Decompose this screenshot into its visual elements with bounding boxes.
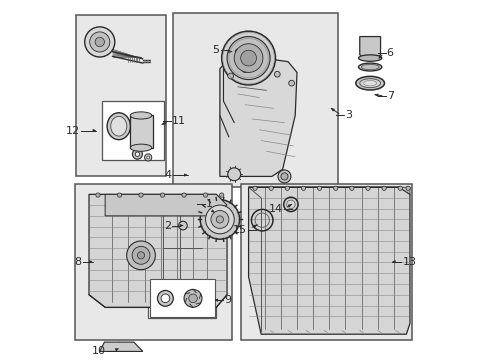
Bar <box>148 277 216 318</box>
Ellipse shape <box>111 116 127 136</box>
Circle shape <box>227 37 270 80</box>
Ellipse shape <box>130 112 152 119</box>
Circle shape <box>90 32 110 52</box>
Circle shape <box>235 49 240 54</box>
Circle shape <box>232 46 244 57</box>
Circle shape <box>147 156 149 159</box>
Bar <box>101 101 164 160</box>
Text: 8: 8 <box>74 257 82 267</box>
Circle shape <box>228 73 234 79</box>
Circle shape <box>189 294 197 303</box>
Text: 15: 15 <box>233 225 247 235</box>
Circle shape <box>241 50 256 66</box>
Circle shape <box>211 211 229 228</box>
Circle shape <box>398 186 402 190</box>
Circle shape <box>301 186 306 190</box>
Circle shape <box>269 186 273 190</box>
Ellipse shape <box>107 113 130 140</box>
Circle shape <box>135 152 140 156</box>
Polygon shape <box>105 194 227 216</box>
Circle shape <box>334 186 338 190</box>
Circle shape <box>406 186 410 190</box>
Bar <box>242 184 412 339</box>
Circle shape <box>203 193 208 197</box>
Ellipse shape <box>356 76 385 90</box>
Circle shape <box>281 173 288 180</box>
Circle shape <box>200 200 240 239</box>
Circle shape <box>220 193 224 197</box>
Circle shape <box>85 27 115 57</box>
Polygon shape <box>248 187 410 334</box>
Ellipse shape <box>360 79 381 87</box>
Circle shape <box>139 193 143 197</box>
Circle shape <box>126 241 155 270</box>
Circle shape <box>221 31 275 85</box>
Circle shape <box>274 71 280 77</box>
Text: 4: 4 <box>165 170 172 180</box>
Circle shape <box>242 67 248 72</box>
Circle shape <box>350 186 354 190</box>
Circle shape <box>234 44 263 72</box>
Circle shape <box>160 193 165 197</box>
Circle shape <box>253 186 257 190</box>
Circle shape <box>382 186 386 190</box>
Circle shape <box>132 149 143 159</box>
Circle shape <box>145 154 152 161</box>
Text: 13: 13 <box>402 257 416 267</box>
Bar <box>76 15 166 176</box>
Polygon shape <box>100 342 143 351</box>
Circle shape <box>228 168 241 181</box>
Circle shape <box>285 186 290 190</box>
Text: 12: 12 <box>66 126 80 135</box>
Circle shape <box>366 186 370 190</box>
Polygon shape <box>220 54 297 176</box>
Bar <box>150 279 215 317</box>
Bar <box>74 184 232 339</box>
Bar <box>129 116 153 148</box>
Ellipse shape <box>130 144 152 151</box>
Ellipse shape <box>359 63 382 71</box>
Circle shape <box>289 80 294 86</box>
Circle shape <box>96 193 100 197</box>
Circle shape <box>278 170 291 183</box>
Text: 5: 5 <box>213 45 220 55</box>
Ellipse shape <box>361 64 379 70</box>
Bar <box>173 13 338 187</box>
Text: 1: 1 <box>206 199 213 209</box>
Circle shape <box>161 294 170 303</box>
Ellipse shape <box>364 81 377 86</box>
Text: 9: 9 <box>224 295 231 305</box>
Polygon shape <box>248 187 410 194</box>
Text: 14: 14 <box>269 204 283 215</box>
Text: 10: 10 <box>92 346 106 356</box>
Text: 3: 3 <box>345 110 352 120</box>
Circle shape <box>216 216 223 223</box>
Circle shape <box>95 37 104 46</box>
Circle shape <box>318 186 322 190</box>
Text: 7: 7 <box>387 91 394 101</box>
Circle shape <box>117 193 122 197</box>
Circle shape <box>182 193 186 197</box>
Circle shape <box>184 289 202 307</box>
Circle shape <box>157 291 173 306</box>
Text: 6: 6 <box>387 48 393 58</box>
Circle shape <box>132 246 150 264</box>
Text: 2: 2 <box>164 221 171 230</box>
Text: 11: 11 <box>172 116 186 126</box>
Polygon shape <box>89 194 227 307</box>
Circle shape <box>205 205 234 234</box>
Circle shape <box>137 252 145 259</box>
Polygon shape <box>360 37 381 59</box>
Circle shape <box>179 221 187 230</box>
Ellipse shape <box>359 55 382 61</box>
